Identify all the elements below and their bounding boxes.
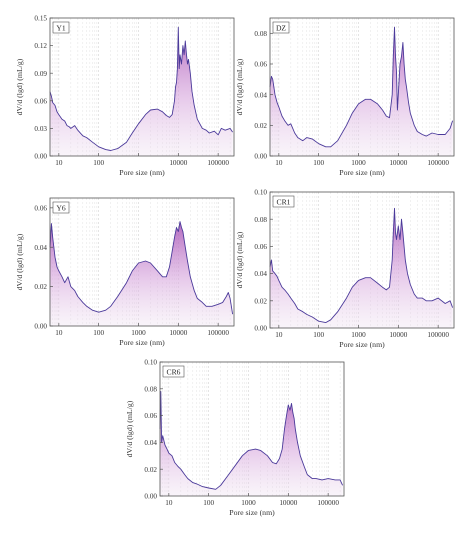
y-tick-label: 0.06 bbox=[34, 204, 47, 212]
y-tick-label: 0.06 bbox=[254, 243, 267, 251]
panel-label: CR6 bbox=[167, 368, 181, 377]
x-tick-label: 10 bbox=[165, 499, 173, 507]
y-axis-title: dV/d (lgd) (mL/g) bbox=[235, 231, 244, 288]
series-area bbox=[160, 391, 343, 496]
x-tick-label: 100000 bbox=[427, 159, 449, 167]
x-tick-label: 100 bbox=[93, 329, 104, 337]
x-tick-label: 10 bbox=[275, 159, 283, 167]
x-axis-title: Pore size (nm) bbox=[119, 338, 165, 347]
series-line bbox=[49, 26, 233, 151]
y-tick-label: 0.02 bbox=[254, 297, 267, 305]
panel-label: DZ bbox=[276, 24, 286, 33]
x-tick-label: 10000 bbox=[389, 331, 407, 339]
plot-frame bbox=[159, 361, 345, 497]
x-tick-label: 1000 bbox=[131, 329, 146, 337]
y-tick-label: 0.00 bbox=[144, 493, 157, 501]
x-tick-label: 100 bbox=[203, 499, 214, 507]
chart-panel-dz: 0.00 0.02 0.04 0.06 0.08 10 100 1000 10000 100000… bbox=[235, 17, 455, 177]
x-tick-label: 100000 bbox=[207, 329, 229, 337]
y-tick-label: 0.00 bbox=[254, 153, 267, 161]
y-tick-label: 0.06 bbox=[144, 412, 157, 420]
x-tick-label: 100 bbox=[313, 159, 324, 167]
y-axis-title: dV/d (lgd) (mL/g) bbox=[125, 400, 134, 457]
y-tick-label: 0.04 bbox=[34, 244, 47, 252]
y-axis-title: dV/d (lgd) (mL/g) bbox=[235, 58, 244, 115]
panel-label-box bbox=[272, 195, 295, 208]
y-tick-label: 0.12 bbox=[34, 42, 47, 50]
series-line bbox=[269, 207, 454, 324]
series-line bbox=[159, 391, 344, 490]
x-tick-label: 100000 bbox=[207, 159, 229, 167]
series-area bbox=[270, 208, 453, 328]
y-tick-label: 0.08 bbox=[144, 385, 157, 393]
x-tick-label: 100000 bbox=[317, 499, 339, 507]
x-tick-label: 10000 bbox=[169, 159, 187, 167]
y-tick-label: 0.00 bbox=[34, 153, 47, 161]
y-tick-label: 0.10 bbox=[254, 189, 267, 197]
y-axis-title: dV/d (lgd) (mL/g) bbox=[15, 58, 24, 115]
x-tick-label: 100000 bbox=[427, 331, 449, 339]
x-tick-label: 1000 bbox=[351, 331, 366, 339]
x-axis-title: Pore size (nm) bbox=[119, 168, 165, 177]
panel-label-box bbox=[162, 365, 185, 378]
x-axis-title: Pore size (nm) bbox=[339, 340, 385, 349]
y-tick-label: 0.06 bbox=[34, 97, 47, 105]
y-tick-label: 0.08 bbox=[254, 216, 267, 224]
plot-frame bbox=[269, 191, 455, 329]
series-line bbox=[49, 221, 234, 315]
panel-label-box bbox=[52, 201, 70, 214]
chart-panel-y1: 0.00 0.03 0.06 0.09 0.12 0.15 10 100 10000 100000… bbox=[15, 15, 235, 177]
y-tick-label: 0.04 bbox=[144, 439, 157, 447]
x-tick-label: 100 bbox=[93, 159, 104, 167]
chart-panel-cr1: 0.00 0.02 0.04 0.06 0.08 0.10 10 100 1000 10000 10… bbox=[235, 189, 455, 349]
chart-panel-cr6: 0.00 0.02 0.04 0.06 0.08 0.10 10 100 1000 10000 10… bbox=[125, 359, 345, 517]
y-tick-label: 0.10 bbox=[144, 359, 157, 367]
x-tick-label: 10000 bbox=[169, 329, 187, 337]
x-tick-label: 10000 bbox=[279, 499, 297, 507]
y-tick-label: 0.09 bbox=[34, 70, 47, 78]
x-tick-label: 10 bbox=[275, 331, 283, 339]
plot-frame bbox=[49, 197, 235, 327]
y-tick-label: 0.04 bbox=[254, 91, 267, 99]
x-tick-label: 1000 bbox=[351, 159, 366, 167]
panel-label: CR1 bbox=[277, 198, 291, 207]
plot-frame bbox=[49, 17, 235, 157]
y-tick-label: 0.03 bbox=[34, 125, 47, 133]
panel-label: Y6 bbox=[56, 204, 65, 213]
plot-frame bbox=[269, 17, 455, 157]
y-axis-title: dV/d (lgd) (mL/g) bbox=[15, 233, 24, 290]
chart-panel-y6: 0.00 0.02 0.04 0.06 10 100 1000 10000 100000 Pore… bbox=[15, 197, 235, 347]
x-axis-title: Pore size (nm) bbox=[339, 168, 385, 177]
y-tick-label: 0.15 bbox=[34, 15, 47, 23]
series-line bbox=[269, 26, 454, 148]
x-tick-label: 100 bbox=[313, 331, 324, 339]
x-tick-label: 10 bbox=[55, 159, 63, 167]
x-tick-label: 10000 bbox=[389, 159, 407, 167]
series-area bbox=[270, 27, 453, 157]
x-axis-title: Pore size (nm) bbox=[229, 508, 275, 517]
x-tick-label: 1000 bbox=[241, 499, 256, 507]
y-tick-label: 0.00 bbox=[254, 325, 267, 333]
y-tick-label: 0.08 bbox=[254, 30, 267, 38]
y-tick-label: 0.06 bbox=[254, 61, 267, 69]
panel-label-box bbox=[52, 21, 70, 34]
series-area bbox=[50, 221, 233, 326]
panel-label-box bbox=[272, 21, 290, 34]
y-tick-label: 0.04 bbox=[254, 270, 267, 278]
x-tick-label: 10 bbox=[55, 329, 63, 337]
y-tick-label: 0.00 bbox=[34, 323, 47, 331]
y-tick-label: 0.02 bbox=[254, 122, 267, 130]
y-tick-label: 0.02 bbox=[144, 466, 157, 474]
panel-label: Y1 bbox=[56, 24, 65, 33]
y-tick-label: 0.02 bbox=[34, 283, 47, 291]
